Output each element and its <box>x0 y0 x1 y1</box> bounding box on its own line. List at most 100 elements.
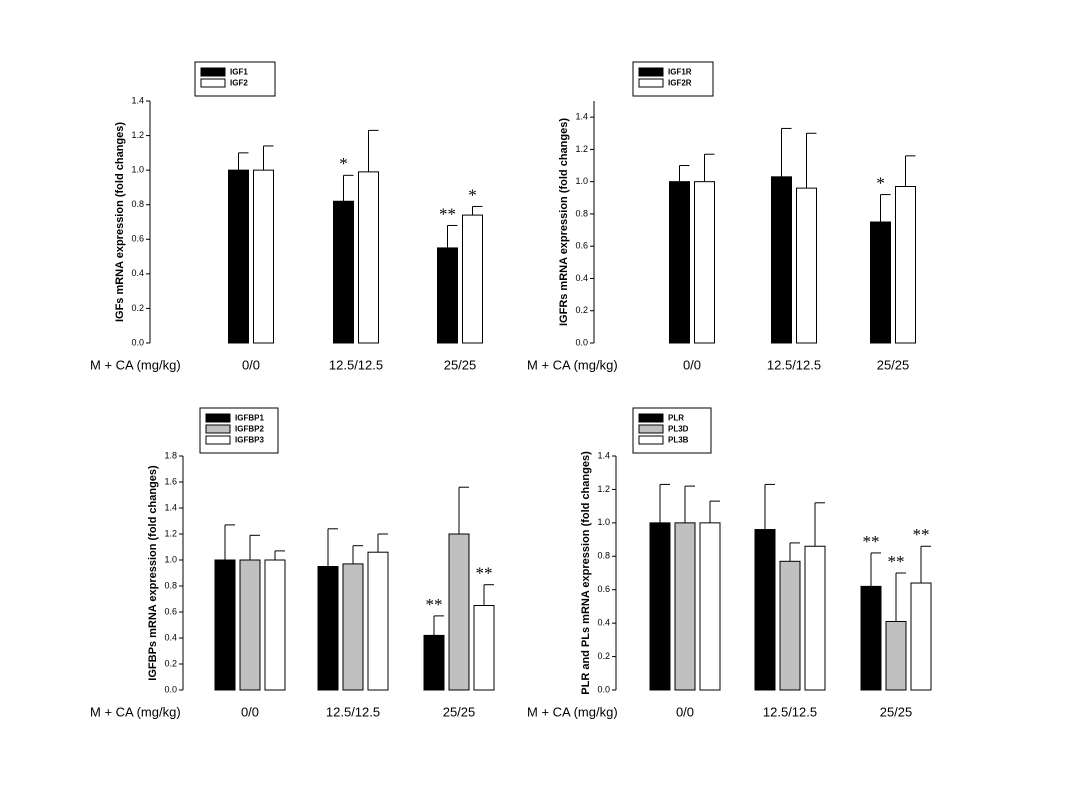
bar <box>870 221 891 344</box>
bar <box>910 582 932 691</box>
y-tick-label: 1.4 <box>597 450 610 460</box>
category-label: 12.5/12.5 <box>767 357 821 372</box>
y-axis-label: PLR and PLs mRNA expression (fold change… <box>580 451 592 695</box>
bar <box>771 176 792 344</box>
y-tick-label: 0.0 <box>597 684 610 694</box>
x-axis-label: M + CA (mg/kg) <box>527 704 618 719</box>
y-tick-label: 0.2 <box>164 658 177 668</box>
y-tick-label: 0.2 <box>575 305 588 315</box>
category-label: 25/25 <box>880 704 913 719</box>
y-tick-label: 1.8 <box>164 450 177 460</box>
y-tick-label: 0.6 <box>575 241 588 251</box>
x-axis-label: M + CA (mg/kg) <box>90 357 181 372</box>
x-axis-label: M + CA (mg/kg) <box>527 357 618 372</box>
legend-label: IGF1R <box>668 68 692 77</box>
y-tick-label: 1.2 <box>597 484 610 494</box>
bar <box>885 620 907 691</box>
legend-swatch <box>638 435 664 445</box>
bar <box>462 214 483 344</box>
y-tick-label: 1.4 <box>575 112 588 122</box>
bar <box>473 605 495 691</box>
legend-label: IGFBP2 <box>235 425 264 434</box>
significance-label: ** <box>913 525 930 544</box>
y-tick-label: 0.2 <box>597 651 610 661</box>
panel: 0.0 0.2 0.4 0.6 0.8 1.0 1.2 1.4 IGFs mRNA expres… <box>90 61 483 372</box>
legend-swatch <box>638 78 664 88</box>
bar <box>423 634 445 691</box>
y-tick-label: 1.2 <box>164 528 177 538</box>
y-tick-label: 0.8 <box>164 580 177 590</box>
y-tick-label: 0.8 <box>131 199 144 209</box>
legend-swatch <box>638 413 664 423</box>
y-axis-label: IGFRs mRNA expression (fold changes) <box>558 118 570 326</box>
bar <box>367 551 389 691</box>
y-tick-label: 1.6 <box>164 476 177 486</box>
category-label: 12.5/12.5 <box>763 704 817 719</box>
y-axis-label: IGFs mRNA expression (fold changes) <box>114 122 126 322</box>
legend-swatch <box>205 413 231 423</box>
bar <box>342 563 364 691</box>
significance-label: ** <box>426 595 443 614</box>
bar <box>448 533 470 691</box>
category-label: 0/0 <box>241 704 259 719</box>
legend-label: IGF2R <box>668 79 692 88</box>
significance-label: ** <box>439 204 456 223</box>
bar <box>669 181 690 344</box>
bar <box>437 247 458 344</box>
bar <box>253 169 274 344</box>
bar <box>239 559 261 691</box>
bar <box>317 566 339 691</box>
significance-label: * <box>468 185 477 204</box>
legend-swatch <box>200 67 226 77</box>
legend-swatch <box>200 78 226 88</box>
legend-swatch <box>205 424 231 434</box>
bar <box>674 522 696 691</box>
y-axis-label: IGFBPs mRNA expression (fold changes) <box>147 465 159 681</box>
category-label: 12.5/12.5 <box>329 357 383 372</box>
y-tick-label: 1.0 <box>131 165 144 175</box>
bar <box>333 200 354 344</box>
category-label: 25/25 <box>877 357 910 372</box>
legend-label: IGFBP1 <box>235 414 264 423</box>
legend-label: PL3D <box>668 425 689 434</box>
y-tick-label: 1.2 <box>575 144 588 154</box>
legend-swatch <box>205 435 231 445</box>
bar <box>754 529 776 691</box>
legend-label: PL3B <box>668 436 689 445</box>
category-label: 12.5/12.5 <box>326 704 380 719</box>
bar <box>860 585 882 691</box>
panel: 0.0 0.2 0.4 0.6 0.8 1.0 1.2 1.4 1.6 1.8 IGFBPs mRN… <box>90 407 495 719</box>
legend-swatch <box>638 67 664 77</box>
y-tick-label: 0.4 <box>131 268 144 278</box>
panel: 0.0 0.2 0.4 0.6 0.8 1.0 1.2 1.4 IGFRs mRNA expre… <box>527 61 916 372</box>
significance-label: ** <box>476 564 493 583</box>
y-tick-label: 1.0 <box>597 517 610 527</box>
legend-label: IGF1 <box>230 68 248 77</box>
y-tick-label: 0.8 <box>575 208 588 218</box>
bar <box>699 522 721 691</box>
bar <box>895 186 916 344</box>
category-label: 0/0 <box>242 357 260 372</box>
significance-label: * <box>876 173 885 192</box>
bar <box>228 169 249 344</box>
bar <box>649 522 671 691</box>
y-tick-label: 0.8 <box>597 551 610 561</box>
y-tick-label: 0.4 <box>575 273 588 283</box>
significance-label: ** <box>863 532 880 551</box>
y-tick-label: 0.4 <box>597 618 610 628</box>
y-tick-label: 0.6 <box>597 584 610 594</box>
y-tick-label: 1.0 <box>164 554 177 564</box>
bar <box>264 559 286 691</box>
y-tick-label: 1.4 <box>164 502 177 512</box>
category-label: 25/25 <box>444 357 477 372</box>
legend-label: IGF2 <box>230 79 248 88</box>
category-label: 0/0 <box>676 704 694 719</box>
bar <box>358 171 379 344</box>
y-tick-label: 1.4 <box>131 95 144 105</box>
bar <box>804 545 826 691</box>
x-axis-label: M + CA (mg/kg) <box>90 704 181 719</box>
y-tick-label: 1.0 <box>575 176 588 186</box>
significance-label: ** <box>888 552 905 571</box>
y-tick-label: 0.6 <box>164 606 177 616</box>
y-tick-label: 0.0 <box>164 684 177 694</box>
